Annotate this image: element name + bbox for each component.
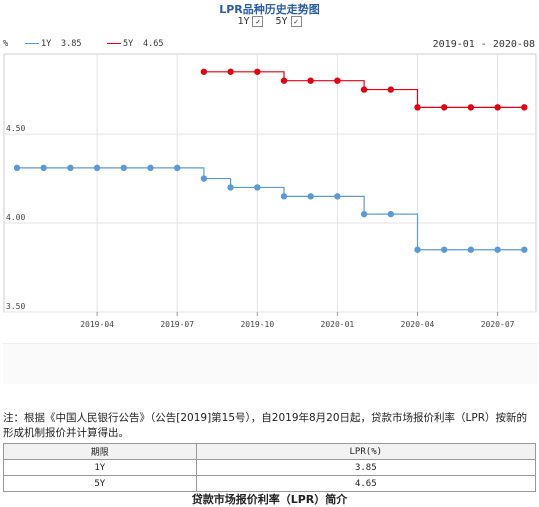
header-term: 期限 [3,443,197,460]
toggle-5y[interactable]: 5Y ✓ [276,16,302,27]
data-point-5y [200,68,208,75]
legend-5y-name: 5Y [123,39,134,49]
data-point-1y [67,164,74,172]
y-tick-label: 4.50 [6,124,25,133]
data-point-1y [254,184,261,191]
x-tick-label: 2019-04 [80,320,114,329]
legend-1y-name: 1Y [41,39,52,49]
unit-label: % [3,39,9,49]
y-tick-label: 3.50 [6,302,25,311]
data-point-1y [227,184,234,191]
data-point-5y [414,104,421,111]
chart-legend: % 1Y 3.85 5Y 4.65 2019-01 - 2020-08 [3,39,539,53]
data-point-5y [254,68,261,75]
data-point-5y [521,104,528,111]
toggle-5y-label: 5Y [275,16,288,27]
legend-1y-line-icon [25,43,39,44]
table-row: 1Y 3.85 [3,459,537,476]
data-point-1y [280,193,288,200]
lpr-table: 期限 LPR(%) 1Y 3.85 5Y 4.65 [3,443,537,492]
data-point-1y [40,164,47,172]
lpr-line-chart: 4.50 4.00 3.50 2019-04 2019-07 2019-10 2020-01… [3,53,537,329]
legend-5y-value: 4.65 [143,39,164,49]
series-line-5y [203,71,525,108]
table-row: 5Y 4.65 [3,475,537,492]
data-point-5y [494,104,501,111]
data-point-1y [414,246,421,253]
data-point-5y [387,86,394,93]
data-point-1y [200,175,208,182]
x-tick-label: 2020-01 [321,320,355,329]
cell-rate: 3.85 [195,459,537,476]
data-point-5y [334,77,341,84]
legend-item-1y: 1Y [25,39,51,49]
data-point-5y [360,86,368,93]
data-point-1y [441,246,448,253]
data-point-1y [467,246,475,253]
cell-term: 5Y [3,475,197,492]
legend-5y-line-icon [107,43,121,44]
toggle-1y[interactable]: 1Y ✓ [237,16,264,27]
chart-title: LPR品种历史走势图 [219,3,320,16]
cell-rate: 4.65 [195,475,537,492]
x-tick-label: 2019-10 [240,320,274,329]
x-tick-label: 2020-04 [401,320,435,329]
legend-1y-value: 3.85 [61,39,82,49]
y-tick-label: 4.00 [6,213,25,222]
footnote: 注：根据《中国人民银行公告》（公告[2019]第15号），自2019年8月20日… [3,412,528,439]
data-point-1y [307,193,314,200]
header-lpr: LPR(%) [195,443,537,460]
data-point-1y [174,164,181,172]
data-point-5y [441,104,448,111]
range-selector-band[interactable] [3,343,538,384]
data-point-1y [521,246,528,253]
data-point-5y [227,68,234,75]
cell-term: 1Y [3,459,197,476]
data-point-1y [494,246,501,253]
data-point-1y [334,193,341,200]
table-header-row: 期限 LPR(%) [3,443,537,460]
plot-area [3,53,537,313]
section-title: 贷款市场报价利率（LPR）简介 [191,493,348,506]
data-point-5y [280,77,288,84]
data-point-1y [120,164,128,172]
data-point-1y [147,164,154,172]
x-tick-label: 2020-07 [481,320,515,329]
series-toggle-bar: 1Y ✓ 5Y ✓ [0,16,539,27]
toggle-1y-label: 1Y [237,16,250,27]
data-point-5y [467,104,475,111]
data-point-1y [360,210,368,218]
date-range: 2019-01 - 2020-08 [432,39,535,50]
legend-item-5y: 5Y [107,39,133,49]
checkbox-1y[interactable]: ✓ [252,16,264,27]
checkbox-5y[interactable]: ✓ [290,16,302,27]
data-point-1y [13,164,21,172]
data-point-1y [387,210,394,218]
data-point-1y [93,164,101,172]
data-point-5y [307,77,314,84]
x-tick-label: 2019-07 [160,320,194,329]
